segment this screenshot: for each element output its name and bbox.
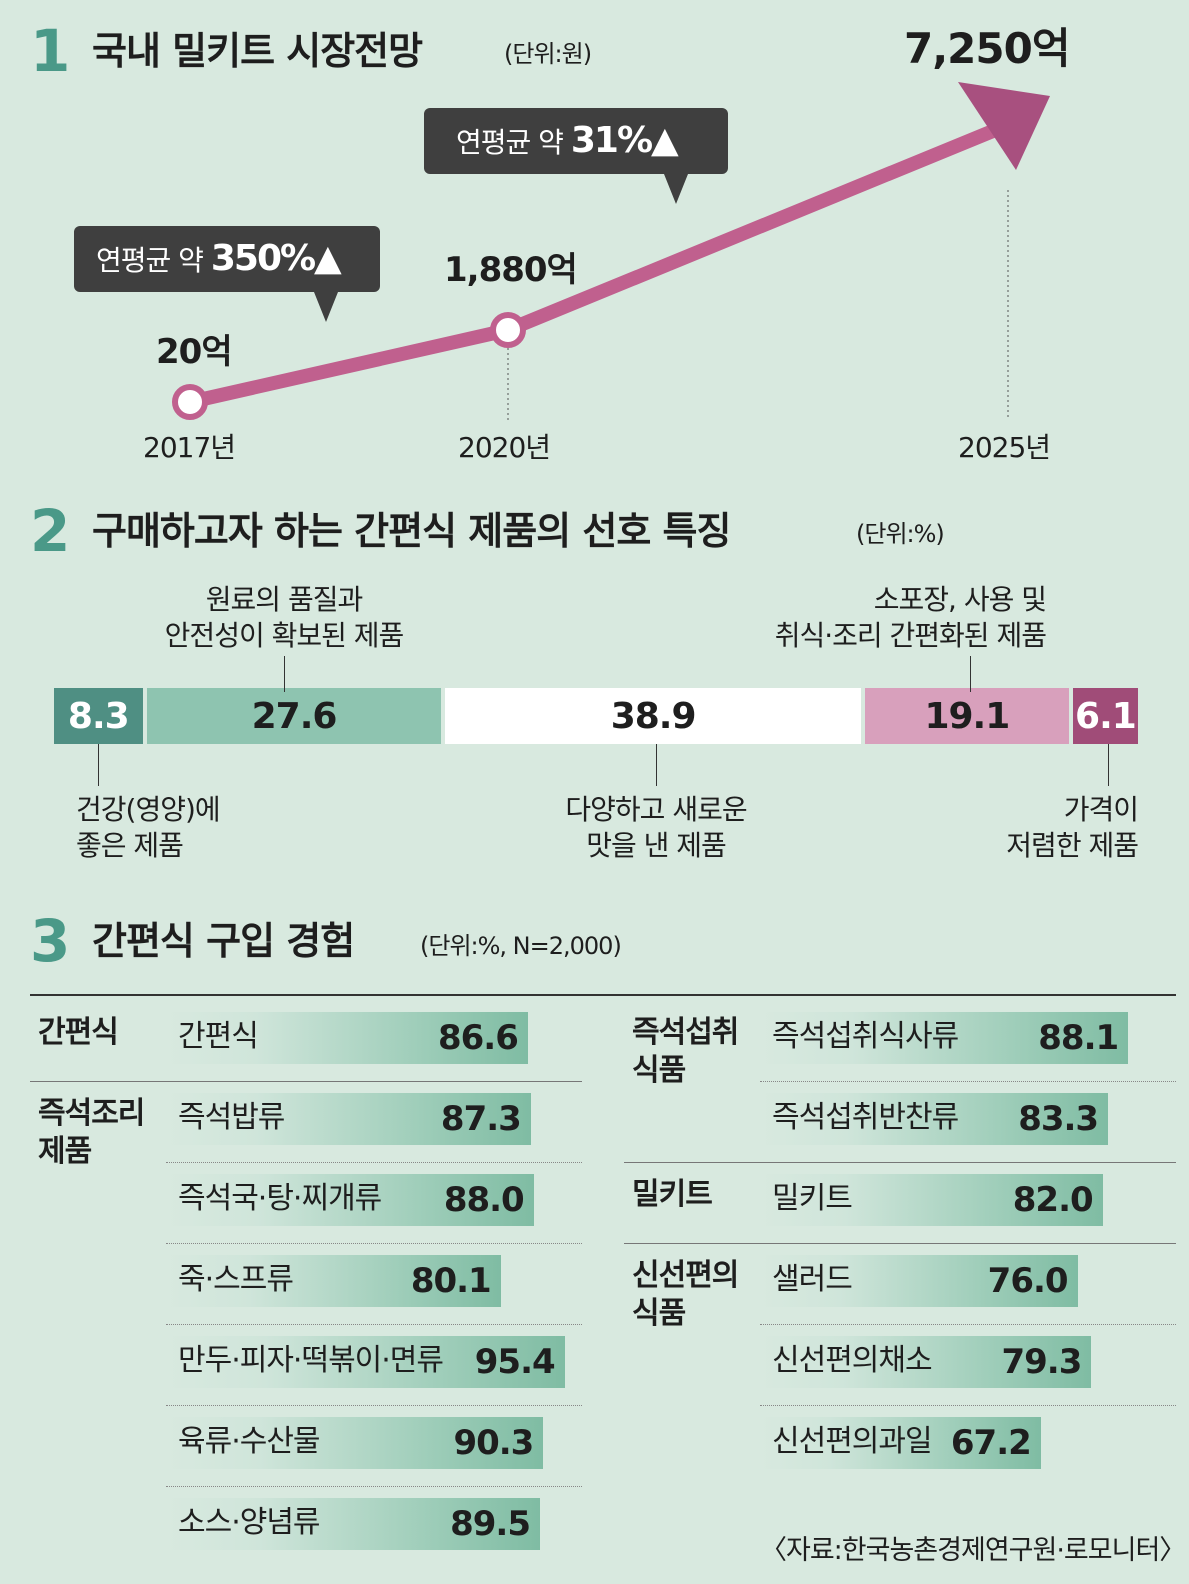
growth-badge-2-value: 31%▲ [570,120,679,161]
row-divider-1-5 [166,1486,582,1487]
growth-badge-2-prefix: 연평균 약 [456,126,571,159]
value-label-2-1: 83.3 [1018,1099,1099,1139]
row-divider-1-3 [166,1324,582,1325]
item-label-4-2: 신선편의과일 [772,1424,933,1459]
section3-unit: (단위:%, N=2,000) [420,932,622,960]
item-label-1-3: 만두·피자·떡볶이·면류 [178,1343,444,1378]
segment-label-3: 소포장, 사용 및 취식·조리 간편화된 제품 [774,583,1047,652]
row-divider-1-2 [166,1243,582,1244]
segment-label-4: 가격이 저렴한 제품 [1006,793,1139,862]
bar-2-1 [760,1093,1109,1145]
stack-segment-1: 27.6 [146,688,442,744]
row-divider-1-4 [166,1405,582,1406]
section2-title: 구매하고자 하는 간편식 제품의 선호 특징 [92,509,731,553]
group-rule-1 [30,1081,582,1082]
item-label-1-4: 육류·수산물 [178,1424,321,1459]
data-point-2017년 [172,384,208,420]
market-forecast-chart [172,82,1050,420]
category-4: 신선편의 식품 [632,1258,739,1331]
data-point-2020년 [490,312,526,348]
category-1: 즉석조리 제품 [38,1096,145,1169]
value-label-3-0: 82.0 [1012,1180,1094,1220]
item-label-2-1: 즉석섭취반찬류 [772,1100,959,1135]
section3-number: 3 [30,907,71,975]
bar-4-0 [760,1255,1078,1307]
bar-1-0 [166,1093,531,1145]
stack-segment-2: 38.9 [445,688,861,744]
segment-label-0: 건강(영양)에 좋은 제품 [76,793,221,862]
item-label-2-0: 즉석섭취식사류 [772,1019,959,1054]
bar-1-3 [166,1336,565,1388]
segment-tick-0 [98,744,99,786]
growth-badge-1-prefix: 연평균 약 [96,244,211,277]
stack-segment-4: 6.1 [1072,688,1138,744]
section1-title: 국내 밀키트 시장전망 [92,29,423,73]
segment-tick-2 [656,744,657,786]
segment-tick-3 [970,656,971,692]
growth-badge-1: 연평균 약 350%▲ [74,226,380,322]
item-label-0-0: 간편식 [178,1019,259,1054]
segment-label-2: 다양하고 새로운 맛을 낸 제품 [565,793,747,862]
bar-4-2 [760,1417,1041,1469]
bar-1-2 [166,1255,501,1307]
data-label-2020년: 1,880억 [444,250,578,290]
item-label-1-1: 즉석국·탕·찌개류 [178,1181,382,1216]
value-label-1-4: 90.3 [453,1423,534,1463]
item-label-4-0: 샐러드 [772,1262,853,1297]
segment-label-1: 원료의 품질과 안전성이 확보된 제품 [164,583,405,652]
stack-segment-3: 19.1 [864,688,1069,744]
table-top-rule [30,994,1176,996]
row-divider-4-1 [760,1324,1176,1325]
bar-4-1 [760,1336,1092,1388]
bar-1-4 [166,1417,544,1469]
data-label-2017년: 20억 [156,332,233,372]
growth-badge-1-tail [314,292,338,322]
row-divider-2-1 [760,1081,1176,1082]
value-label-4-2: 67.2 [950,1423,1032,1463]
value-label-1-3: 95.4 [474,1342,556,1382]
source-note: 〈자료:한국농촌경제연구원·로모니터〉 [760,1535,1186,1566]
segment-tick-1 [284,656,285,692]
category-3: 밀키트 [632,1177,713,1212]
bar-2-0 [760,1012,1129,1064]
growth-badge-1-value: 350%▲ [210,238,342,279]
item-label-3-0: 밀키트 [772,1181,853,1216]
section1-unit: (단위:원) [504,40,592,68]
group-rule-3 [624,1162,1176,1163]
item-label-1-5: 소스·양념류 [178,1505,321,1540]
value-label-4-1: 79.3 [1001,1342,1082,1382]
value-label-1-5: 89.5 [450,1504,531,1544]
value-label-1-0: 87.3 [440,1099,522,1139]
section1-number: 1 [30,17,71,85]
x-tick-2017년: 2017년 [143,431,236,464]
growth-badge-2-tail [664,174,688,204]
item-label-4-1: 신선편의채소 [772,1343,933,1378]
x-tick-2020년: 2020년 [458,431,551,464]
value-label-0-0: 86.6 [437,1018,519,1058]
item-label-1-0: 즉석밥류 [178,1100,285,1135]
category-2: 즉석섭취 식품 [632,1015,739,1088]
bar-1-1 [166,1174,534,1226]
bar-0-0 [166,1012,528,1064]
category-0: 간편식 [38,1015,119,1050]
section3-title: 간편식 구입 경험 [92,919,355,963]
value-label-1-2: 80.1 [410,1261,492,1301]
section2-number: 2 [30,497,71,565]
bar-1-5 [166,1498,541,1550]
data-label-2025년: 7,250억 [904,24,1070,73]
growth-badge-2: 연평균 약 31%▲ [424,108,728,204]
row-divider-4-2 [760,1405,1176,1406]
value-label-2-0: 88.1 [1038,1018,1119,1058]
bar-3-0 [760,1174,1103,1226]
section2-unit: (단위:%) [856,520,945,548]
row-divider-1-1 [166,1162,582,1163]
value-label-4-0: 76.0 [987,1261,1069,1301]
group-rule-4 [624,1243,1176,1244]
series-arrowhead [958,82,1050,170]
x-tick-2025년: 2025년 [958,431,1051,464]
segment-tick-4 [1108,744,1109,786]
stack-segment-0: 8.3 [54,688,143,744]
item-label-1-2: 죽·스프류 [178,1262,294,1297]
value-label-1-1: 88.0 [443,1180,525,1220]
